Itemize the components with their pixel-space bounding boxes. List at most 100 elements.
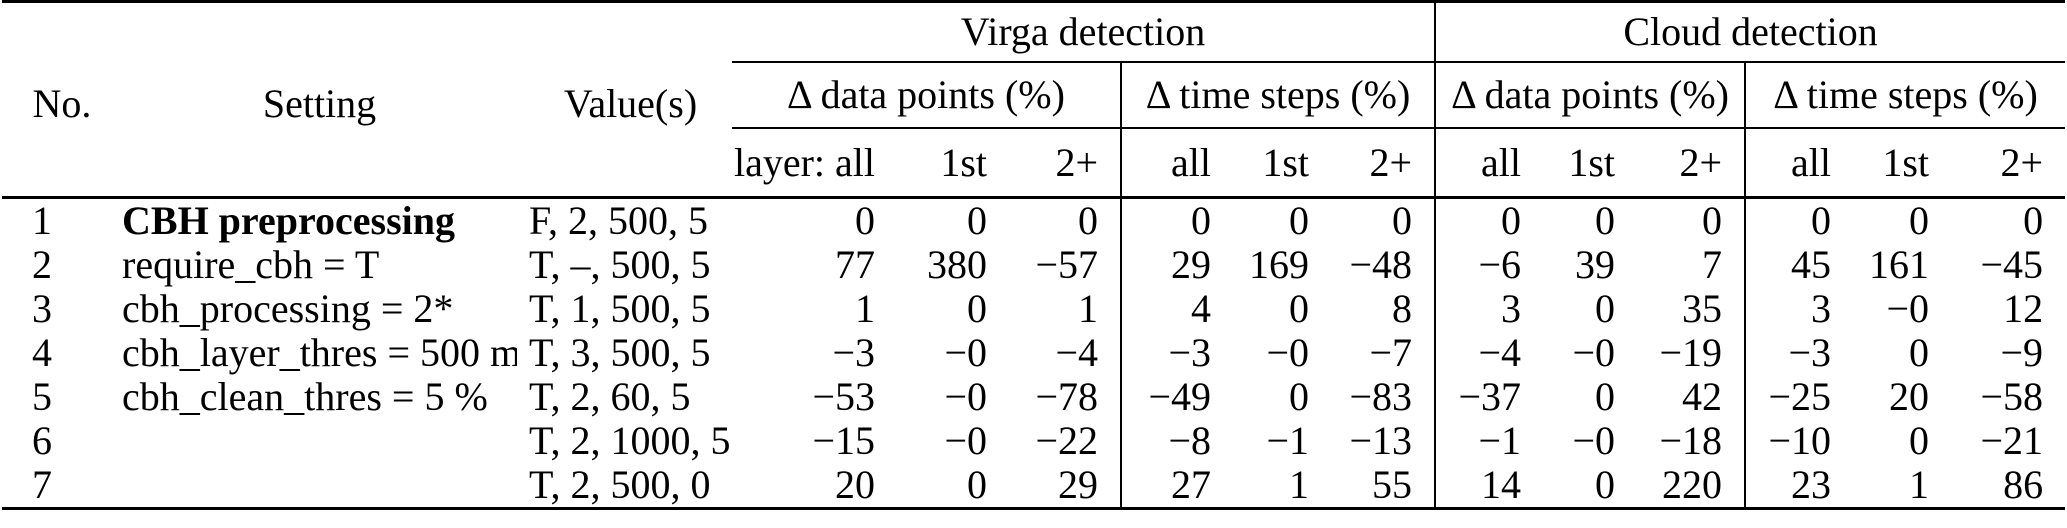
header-row-groups: No. Setting Value(s) Virga detection Clo… (2, 1, 2066, 199)
col-header-values: Value(s) (517, 1, 732, 199)
cell-cloud-dp-2: 220 (1662, 463, 1723, 507)
col-subgroup-cloud-data-points: Δ data points (%) (1434, 62, 1746, 129)
col-group-virga-detection: Virga detection (732, 1, 1436, 63)
cell-cloud-ts-1: −0 (1886, 287, 1930, 331)
cell-cloud-ts-0: 45 (1744, 243, 1854, 287)
row-setting: cbh_clean_thres = 5 % (122, 375, 488, 419)
header-row-leaf: layer: all 1st 2+ all 1st 2+ all 1st 2+ … (2, 128, 2066, 199)
cell-cloud-dp-2: 42 (1682, 375, 1723, 419)
col-header-virga-ts-all: all (1120, 128, 1233, 199)
cell-virga-ts-2: −13 (1349, 419, 1413, 463)
cell-cloud-dp-2: −18 (1659, 419, 1723, 463)
cell-cloud-ts-2: 86 (2003, 463, 2044, 507)
cell-cloud-dp-0: 14 (1434, 463, 1544, 509)
cell-cloud-dp-2: 7 (1702, 243, 1723, 287)
row-setting: cbh_processing = 2* (122, 287, 454, 331)
cell-virga-ts-1: −0 (1266, 331, 1309, 375)
cell-virga-ts-1: 0 (1289, 375, 1309, 419)
cell-virga-dp-1: −0 (944, 419, 987, 463)
cell-virga-ts-2: 0 (1392, 198, 1413, 243)
cell-virga-dp-2: −4 (1055, 331, 1098, 375)
row-values: T, 2, 1000, 5 (529, 419, 731, 463)
col-header-virga-dp-layer-all: layer: all (732, 128, 897, 199)
table-row: 4 cbh_layer_thres = 500 m T, 3, 500, 5 −3 −0… (2, 331, 2065, 375)
table-row: 2 require_cbh = T T, –, 500, 5 77 380 −57 29 16… (2, 243, 2065, 287)
row-values: T, 2, 500, 0 (529, 463, 711, 507)
table-row: 7 T, 2, 500, 0 20 0 29 27 1 55 14 0 220 23 1 86 (2, 463, 2065, 509)
cell-virga-ts-1: 169 (1249, 243, 1309, 287)
cell-cloud-dp-0: −6 (1434, 243, 1544, 287)
cell-virga-dp-0: 0 (855, 198, 875, 243)
col-header-setting: Setting (92, 1, 517, 199)
col-header-cloud-dp-all: all (1434, 128, 1544, 199)
row-no: 6 (32, 419, 52, 463)
cell-virga-dp-0: −53 (812, 375, 875, 419)
cell-virga-ts-1: −1 (1266, 419, 1309, 463)
row-setting: CBH preprocessing (122, 198, 455, 243)
row-values: F, 2, 500, 5 (529, 198, 709, 243)
cell-virga-ts-2: 55 (1372, 463, 1413, 507)
row-no: 1 (32, 198, 52, 243)
row-no: 2 (32, 243, 52, 287)
cell-virga-dp-2: −57 (1035, 243, 1098, 287)
cell-virga-dp-0: 1 (855, 287, 875, 331)
table-row: 6 T, 2, 1000, 5 −15 −0 −22 −8 −1 −13 −1 −0 −18 −10 0… (2, 419, 2065, 463)
cell-virga-ts-0: −49 (1120, 375, 1233, 419)
cell-cloud-ts-2: 12 (2003, 287, 2044, 331)
cell-virga-ts-2: −48 (1349, 243, 1413, 287)
cell-virga-dp-2: −78 (1035, 375, 1098, 419)
cell-virga-dp-0: −15 (812, 419, 875, 463)
col-header-virga-ts-2plus: 2+ (1331, 128, 1436, 199)
col-subgroup-virga-time-steps: Δ time steps (%) (1119, 62, 1436, 129)
cell-virga-dp-0: 20 (835, 463, 875, 507)
row-values: T, 3, 500, 5 (529, 331, 711, 375)
cell-cloud-ts-2: 0 (2023, 198, 2044, 243)
cell-virga-dp-1: 0 (967, 463, 987, 507)
cell-virga-dp-1: −0 (944, 375, 987, 419)
cell-cloud-ts-2: −45 (1980, 243, 2044, 287)
col-header-virga-ts-1st: 1st (1233, 128, 1331, 199)
cell-cloud-ts-0: −10 (1744, 419, 1854, 463)
cell-cloud-ts-0: −25 (1744, 375, 1854, 419)
row-no: 4 (32, 331, 52, 375)
cell-virga-ts-1: 0 (1289, 198, 1309, 243)
cell-cloud-dp-1: −0 (1572, 331, 1616, 375)
row-setting: cbh_layer_thres = 500 m (122, 331, 517, 375)
cell-cloud-ts-1: 0 (1909, 198, 1930, 243)
row-setting (92, 463, 517, 509)
cell-virga-ts-0: −3 (1120, 331, 1233, 375)
col-subgroup-virga-data-points: Δ data points (%) (732, 62, 1121, 129)
row-no: 3 (32, 287, 52, 331)
cell-cloud-dp-0: 0 (1434, 197, 1544, 243)
cell-virga-ts-0: 27 (1120, 463, 1233, 509)
table-header: No. Setting Value(s) Virga detection Clo… (2, 1, 2066, 199)
cell-cloud-ts-1: 161 (1869, 243, 1930, 287)
col-header-cloud-ts-1st: 1st (1853, 128, 1952, 199)
col-header-cloud-dp-2plus: 2+ (1637, 128, 1746, 199)
cell-cloud-dp-0: −37 (1434, 375, 1544, 419)
col-header-virga-dp-1st: 1st (897, 128, 1009, 199)
cell-cloud-ts-2: −21 (1980, 419, 2044, 463)
cell-virga-ts-0: 4 (1120, 287, 1233, 331)
cell-virga-ts-1: 1 (1289, 463, 1309, 507)
col-header-no: No. (2, 1, 92, 199)
cell-cloud-ts-1: 0 (1909, 419, 1930, 463)
cell-cloud-dp-1: 39 (1575, 243, 1616, 287)
cell-virga-dp-2: −22 (1035, 419, 1098, 463)
cell-cloud-dp-1: −0 (1572, 419, 1616, 463)
row-setting (92, 419, 517, 463)
cell-cloud-dp-1: 0 (1595, 375, 1616, 419)
col-header-virga-dp-2plus: 2+ (1009, 128, 1121, 199)
settings-impact-table: No. Setting Value(s) Virga detection Clo… (2, 0, 2066, 510)
cell-virga-dp-2: 29 (1058, 463, 1098, 507)
row-no: 7 (32, 463, 52, 507)
cell-cloud-ts-1: 1 (1909, 463, 1930, 507)
cell-cloud-ts-1: 20 (1889, 375, 1930, 419)
cell-cloud-dp-1: 0 (1595, 463, 1616, 507)
cell-cloud-dp-2: 35 (1682, 287, 1723, 331)
cell-cloud-dp-1: 0 (1595, 287, 1616, 331)
cell-cloud-dp-0: −4 (1434, 331, 1544, 375)
